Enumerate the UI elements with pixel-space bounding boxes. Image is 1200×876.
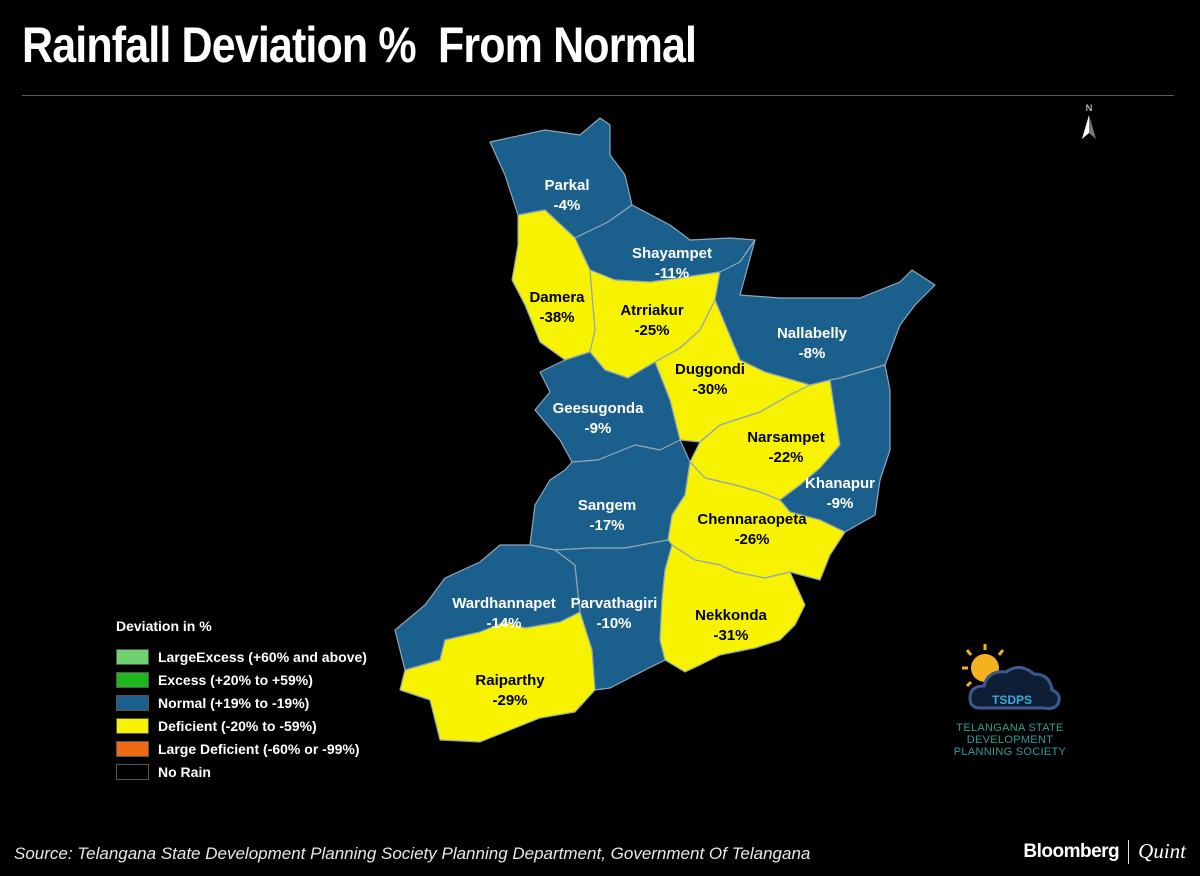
legend-item-no-rain: No Rain xyxy=(116,760,367,783)
map-regions xyxy=(394,117,936,743)
district-name-nekkonda: Nekkonda xyxy=(695,607,767,624)
district-deviation-geesugonda: -9% xyxy=(585,420,612,437)
district-name-duggondi: Duggondi xyxy=(675,361,745,378)
legend-label: Normal (+19% to -19%) xyxy=(158,694,310,711)
district-name-parkal: Parkal xyxy=(544,177,589,194)
logo-line: DEVELOPMENT xyxy=(966,734,1054,746)
district-deviation-nekkonda: -31% xyxy=(713,627,748,644)
district-name-atrriakur: Atrriakur xyxy=(620,302,684,319)
brand-primary: Bloomberg xyxy=(1023,840,1120,862)
logo-abbr: TSDPS xyxy=(992,693,1032,707)
legend-label: Large Deficient (-60% or -99%) xyxy=(158,740,360,757)
legend: Deviation in % LargeExcess (+60% and abo… xyxy=(116,618,367,783)
brand-logo: Bloomberg Quint xyxy=(1023,839,1186,864)
district-deviation-narsampet: -22% xyxy=(768,449,803,466)
legend-label: Excess (+20% to +59%) xyxy=(158,671,313,688)
north-label: N xyxy=(1086,103,1093,113)
district-name-shayampet: Shayampet xyxy=(632,245,712,262)
logo-line: TELANGANA STATE xyxy=(956,722,1064,734)
legend-swatch xyxy=(116,671,149,688)
tsdps-logo-icon: TSDPS xyxy=(962,644,1061,710)
legend-item-excess: Excess (+20% to +59%) xyxy=(116,668,367,691)
legend-item-deficient: Deficient (-20% to -59%) xyxy=(116,714,367,737)
region-raiparthy[interactable] xyxy=(399,611,596,743)
district-name-nallabelly: Nallabelly xyxy=(777,325,848,342)
legend-item-large-deficient: Large Deficient (-60% or -99%) xyxy=(116,737,367,760)
legend-swatch xyxy=(116,717,149,734)
district-name-raiparthy: Raiparthy xyxy=(475,672,545,689)
legend-title: Deviation in % xyxy=(116,618,212,634)
north-arrow-icon: N xyxy=(1082,103,1096,139)
district-name-wardhannapet: Wardhannapet xyxy=(452,595,556,612)
region-nekkonda[interactable] xyxy=(659,544,806,673)
district-name-khanapur: Khanapur xyxy=(805,475,875,492)
district-deviation-parvathagiri: -10% xyxy=(596,615,631,632)
district-deviation-raiparthy: -29% xyxy=(492,692,527,709)
district-name-damera: Damera xyxy=(529,289,585,306)
district-deviation-damera: -38% xyxy=(539,309,574,326)
title-divider xyxy=(22,95,1174,96)
district-deviation-wardhannapet: -14% xyxy=(486,615,521,632)
legend-label: No Rain xyxy=(158,763,211,780)
legend-label: Deficient (-20% to -59%) xyxy=(158,717,317,734)
logo-line: PLANNING SOCIETY xyxy=(953,746,1067,758)
brand-secondary: Quint xyxy=(1138,839,1186,863)
district-name-geesugonda: Geesugonda xyxy=(553,400,645,417)
brand-divider xyxy=(1128,839,1130,864)
district-deviation-atrriakur: -25% xyxy=(634,322,669,339)
legend-item-normal: Normal (+19% to -19%) xyxy=(116,691,367,714)
district-name-sangem: Sangem xyxy=(578,497,636,514)
map-labels: Parkal -4% Shayampet -11% Damera -38% Atrriaku… xyxy=(452,177,875,709)
cloud-icon xyxy=(968,666,1061,710)
source-note: Source: Telangana State Development Plan… xyxy=(14,844,811,863)
legend-swatch xyxy=(116,740,149,757)
legend-swatch xyxy=(116,694,149,711)
district-name-narsampet: Narsampet xyxy=(747,429,825,446)
district-deviation-khanapur: -9% xyxy=(827,495,854,512)
district-deviation-duggondi: -30% xyxy=(692,381,727,398)
district-deviation-nallabelly: -8% xyxy=(799,345,826,362)
district-deviation-sangem: -17% xyxy=(589,517,624,534)
district-deviation-shayampet: -11% xyxy=(655,265,689,282)
legend-swatch xyxy=(116,648,149,665)
district-deviation-parkal: -4% xyxy=(554,197,581,214)
district-deviation-chennaraopeta: -26% xyxy=(734,531,769,548)
district-name-chennaraopeta: Chennaraopeta xyxy=(697,511,807,528)
page-title: Rainfall Deviation % From Normal xyxy=(22,17,697,73)
district-name-parvathagiri: Parvathagiri xyxy=(571,595,658,612)
legend-item-large-excess: LargeExcess (+60% and above) xyxy=(116,645,367,668)
logo-text: TELANGANA STATE DEVELOPMENT PLANNING SOC… xyxy=(935,722,1085,758)
legend-swatch xyxy=(116,763,149,780)
legend-label: LargeExcess (+60% and above) xyxy=(158,648,367,665)
